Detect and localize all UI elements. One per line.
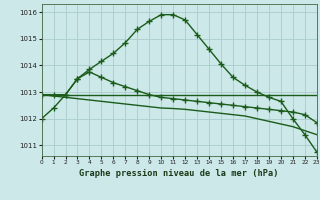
X-axis label: Graphe pression niveau de la mer (hPa): Graphe pression niveau de la mer (hPa) bbox=[79, 169, 279, 178]
